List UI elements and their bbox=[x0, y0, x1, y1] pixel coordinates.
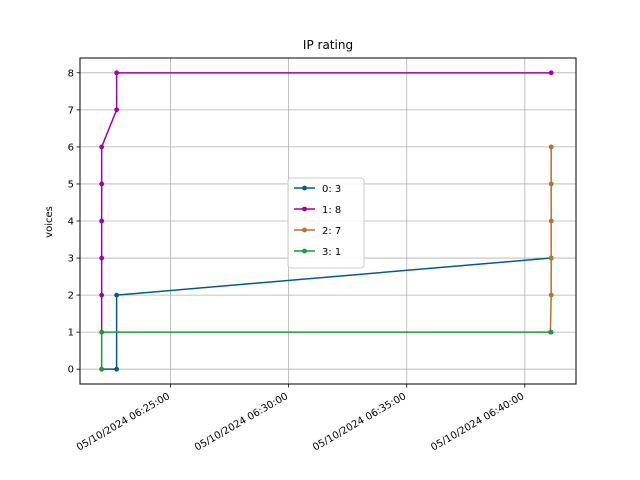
y-tick-label: 3 bbox=[68, 254, 74, 265]
y-tick-label: 4 bbox=[68, 217, 74, 228]
legend: 0: 3 1: 8 2: 7 3: 1 bbox=[287, 177, 365, 269]
y-tick-label: 2 bbox=[68, 291, 74, 302]
y-tick-label: 7 bbox=[68, 105, 74, 116]
y-tick-label: 6 bbox=[68, 142, 74, 153]
y-axis: 0 1 2 3 4 5 6 7 8 bbox=[68, 68, 80, 376]
series-3 bbox=[99, 329, 554, 372]
legend-entry-label: 3: 1 bbox=[322, 247, 341, 258]
data-point bbox=[99, 218, 105, 224]
legend-box bbox=[287, 177, 365, 269]
data-point bbox=[548, 181, 554, 187]
y-tick-label: 1 bbox=[68, 328, 74, 339]
data-point bbox=[99, 329, 105, 335]
y-tick-label: 8 bbox=[68, 68, 74, 79]
data-point bbox=[548, 255, 554, 261]
data-point bbox=[548, 329, 554, 335]
data-point bbox=[114, 292, 120, 298]
chart-title: IP rating bbox=[303, 38, 353, 52]
series-line bbox=[549, 146, 552, 333]
legend-entry-label: 2: 7 bbox=[322, 226, 341, 237]
data-point bbox=[548, 292, 554, 298]
legend-swatch-marker bbox=[302, 227, 307, 233]
legend-entry-label: 0: 3 bbox=[322, 184, 341, 195]
data-point bbox=[99, 255, 105, 261]
data-point bbox=[99, 366, 105, 372]
series-layer bbox=[99, 70, 554, 372]
data-point bbox=[99, 292, 105, 298]
data-point bbox=[99, 144, 105, 150]
data-point bbox=[548, 70, 554, 76]
data-point bbox=[114, 70, 120, 76]
legend-entry-label: 1: 8 bbox=[322, 205, 341, 216]
y-tick-label: 0 bbox=[68, 365, 74, 376]
legend-swatch-marker bbox=[302, 248, 307, 254]
y-axis-label: voices bbox=[44, 206, 55, 238]
data-point bbox=[114, 107, 120, 113]
data-point bbox=[114, 366, 120, 372]
data-point bbox=[548, 144, 554, 150]
y-tick-label: 5 bbox=[68, 179, 74, 190]
data-point bbox=[548, 218, 554, 224]
legend-swatch-marker bbox=[302, 206, 307, 212]
legend-swatch-marker bbox=[302, 185, 307, 191]
data-point bbox=[99, 181, 105, 187]
